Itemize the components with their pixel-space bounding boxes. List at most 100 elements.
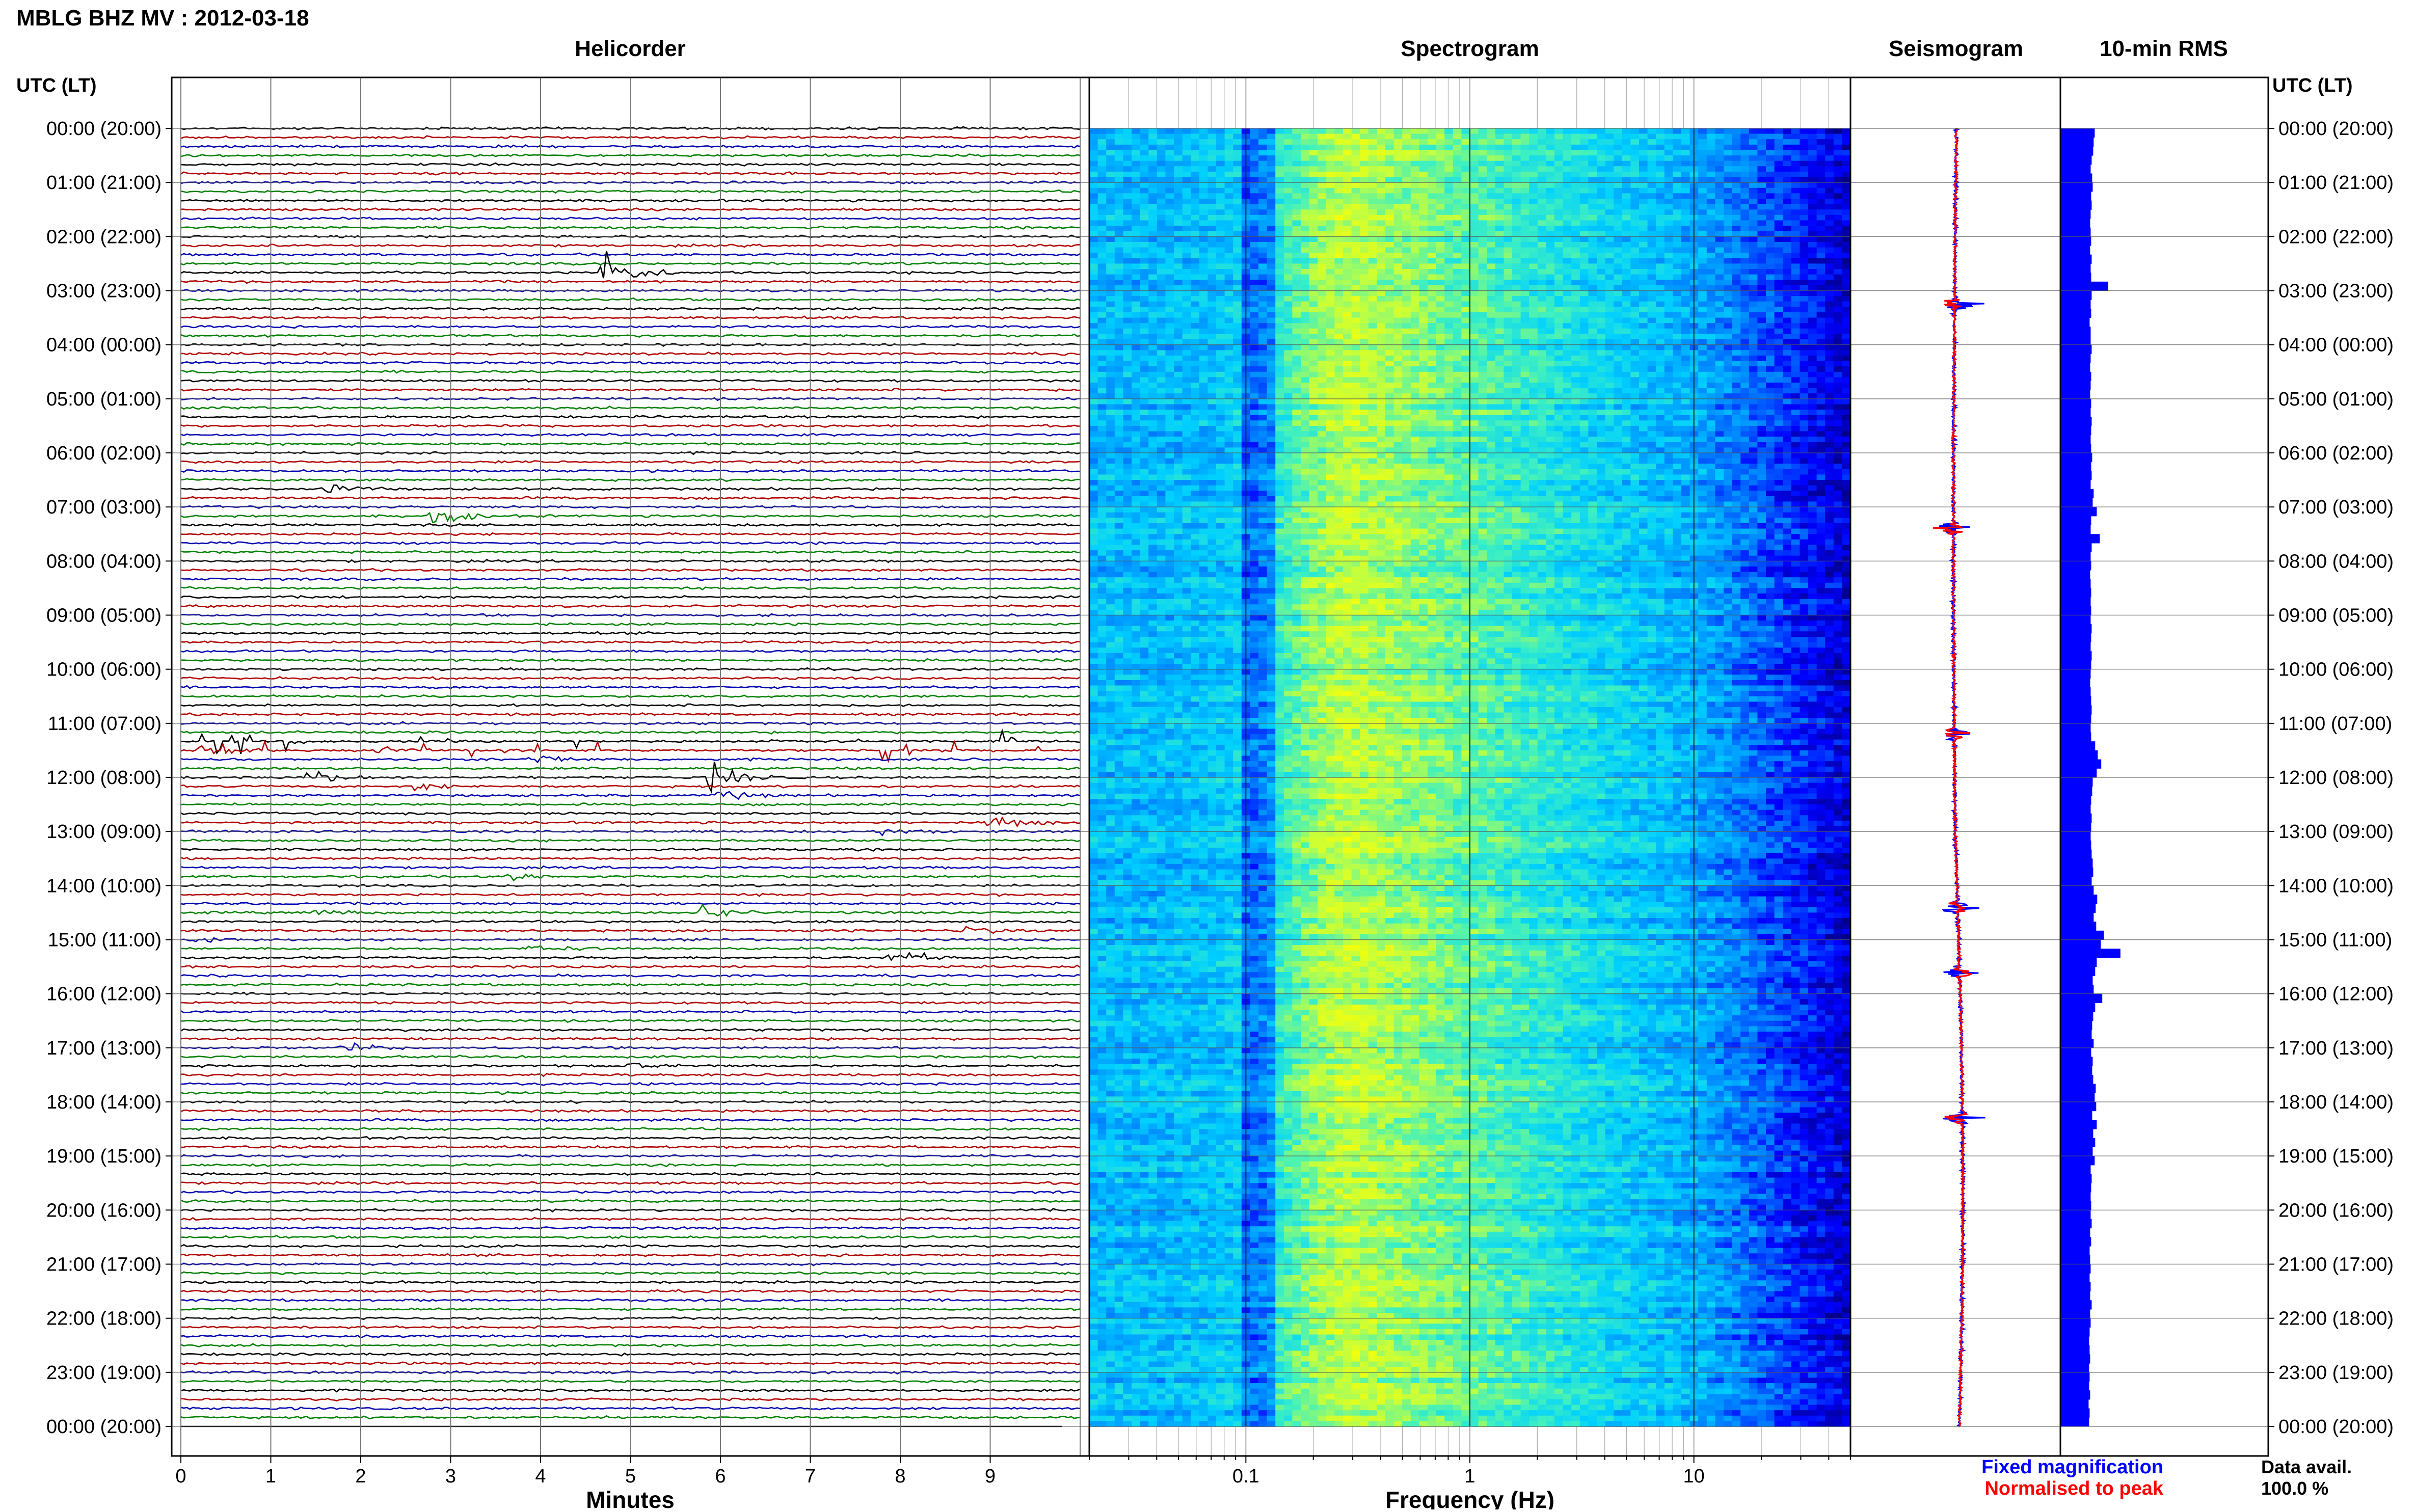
spectrogram-cell <box>1622 334 1631 339</box>
spectrogram-cell <box>1630 139 1639 145</box>
spectrogram-cell <box>1791 226 1800 231</box>
spectrogram-cell <box>1808 377 1817 383</box>
spectrogram-cell <box>1639 323 1648 329</box>
spectrogram-cell <box>1461 215 1470 221</box>
spectrogram-cell <box>1495 253 1504 258</box>
spectrogram-cell <box>1394 145 1403 150</box>
spectrogram-cell <box>1461 345 1470 350</box>
spectrogram-cell <box>1732 383 1741 388</box>
spectrogram-cell <box>1791 248 1800 253</box>
spectrogram-cell <box>1791 258 1800 264</box>
spectrogram-cell <box>1165 280 1174 285</box>
spectrogram-cell <box>1673 263 1681 269</box>
spectrogram-cell <box>1394 226 1403 231</box>
spectrogram-cell <box>1479 155 1487 161</box>
spectrogram-cell <box>1817 221 1826 226</box>
spectrogram-cell <box>1580 296 1589 302</box>
spectrogram-cell <box>1495 366 1504 372</box>
spectrogram-cell <box>1106 253 1115 258</box>
spectrogram-cell <box>1588 134 1597 140</box>
spectrogram-cell <box>1597 263 1605 269</box>
spectrogram-cell <box>1757 285 1766 291</box>
spectrogram-cell <box>1783 318 1791 323</box>
spectrogram-cell <box>1140 134 1149 140</box>
spectrogram-cell <box>1817 393 1826 399</box>
spectrogram-cell <box>1698 128 1707 134</box>
spectrogram-cell <box>1817 291 1826 296</box>
spectrogram-cell <box>1309 269 1318 275</box>
spectrogram-cell <box>1453 253 1462 258</box>
spectrogram-cell <box>1360 399 1369 404</box>
spectrogram-cell <box>1791 177 1800 183</box>
spectrogram-cell <box>1106 323 1115 329</box>
spectrogram-cell <box>1842 139 1850 145</box>
spectrogram-cell <box>1318 209 1326 215</box>
spectrogram-cell <box>1817 166 1826 172</box>
spectrogram-cell <box>1715 388 1724 394</box>
spectrogram-cell <box>1148 269 1157 275</box>
spectrogram-cell <box>1394 329 1403 334</box>
spectrogram-cell <box>1757 366 1766 372</box>
spectrogram-cell <box>1580 204 1589 210</box>
spectrogram-cell <box>1622 139 1631 145</box>
spectrogram-cell <box>1419 404 1428 410</box>
spectrogram-cell <box>1453 399 1462 404</box>
spectrogram-cell <box>1199 275 1208 280</box>
spectrogram-cell <box>1766 393 1775 399</box>
spectrogram-cell <box>1639 318 1648 323</box>
spectrogram-cell <box>1757 323 1766 329</box>
spectrogram-cell <box>1309 388 1318 394</box>
spectrogram-cell <box>1284 258 1293 264</box>
spectrogram-cell <box>1554 329 1563 334</box>
spectrogram-cell <box>1487 199 1495 204</box>
spectrogram-cell <box>1453 188 1462 194</box>
spectrogram-cell <box>1614 145 1622 150</box>
spectrogram-cell <box>1538 236 1546 242</box>
spectrogram-cell <box>1233 258 1242 264</box>
spectrogram-cell <box>1563 312 1572 318</box>
spectrogram-cell <box>1284 307 1293 312</box>
spectrogram-cell <box>1825 404 1834 410</box>
spectrogram-cell <box>1216 334 1225 339</box>
spectrogram-cell <box>1267 199 1276 204</box>
spectrogram-cell <box>1504 350 1512 356</box>
spectrogram-cell <box>1250 302 1258 307</box>
spectrogram-cell <box>1783 215 1791 221</box>
spectrogram-cell <box>1775 404 1783 410</box>
spectrogram-cell <box>1275 182 1284 188</box>
spectrogram-cell <box>1140 248 1149 253</box>
spectrogram-cell <box>1098 253 1107 258</box>
spectrogram-cell <box>1698 226 1707 231</box>
spectrogram-cell <box>1318 307 1326 312</box>
spectrogram-cell <box>1766 226 1775 231</box>
spectrogram-cell <box>1554 323 1563 329</box>
spectrogram-cell <box>1538 128 1546 134</box>
spectrogram-cell <box>1470 312 1479 318</box>
spectrogram-cell <box>1301 296 1309 302</box>
spectrogram-cell <box>1800 193 1808 199</box>
spectrogram-cell <box>1808 329 1817 334</box>
spectrogram-cell <box>1453 221 1462 226</box>
spectrogram-cell <box>1614 248 1622 253</box>
spectrogram-cell <box>1775 285 1783 291</box>
spectrogram-cell <box>1301 221 1309 226</box>
spectrogram-cell <box>1132 399 1140 404</box>
spectrogram-cell <box>1521 339 1530 345</box>
spectrogram-cell <box>1343 128 1352 134</box>
spectrogram-cell <box>1470 145 1479 150</box>
spectrogram-cell <box>1707 296 1715 302</box>
spectrogram-cell <box>1554 404 1563 410</box>
spectrogram-cell <box>1504 139 1512 145</box>
spectrogram-cell <box>1817 399 1826 404</box>
spectrogram-cell <box>1766 166 1775 172</box>
spectrogram-cell <box>1614 302 1622 307</box>
spectrogram-cell <box>1199 253 1208 258</box>
spectrogram-cell <box>1216 296 1225 302</box>
spectrogram-cell <box>1495 302 1504 307</box>
spectrogram-cell <box>1301 393 1309 399</box>
spectrogram-cell <box>1724 209 1732 215</box>
spectrogram-cell <box>1183 291 1191 296</box>
spectrogram-cell <box>1183 280 1191 285</box>
spectrogram-cell <box>1648 253 1656 258</box>
spectrogram-cell <box>1444 172 1453 177</box>
